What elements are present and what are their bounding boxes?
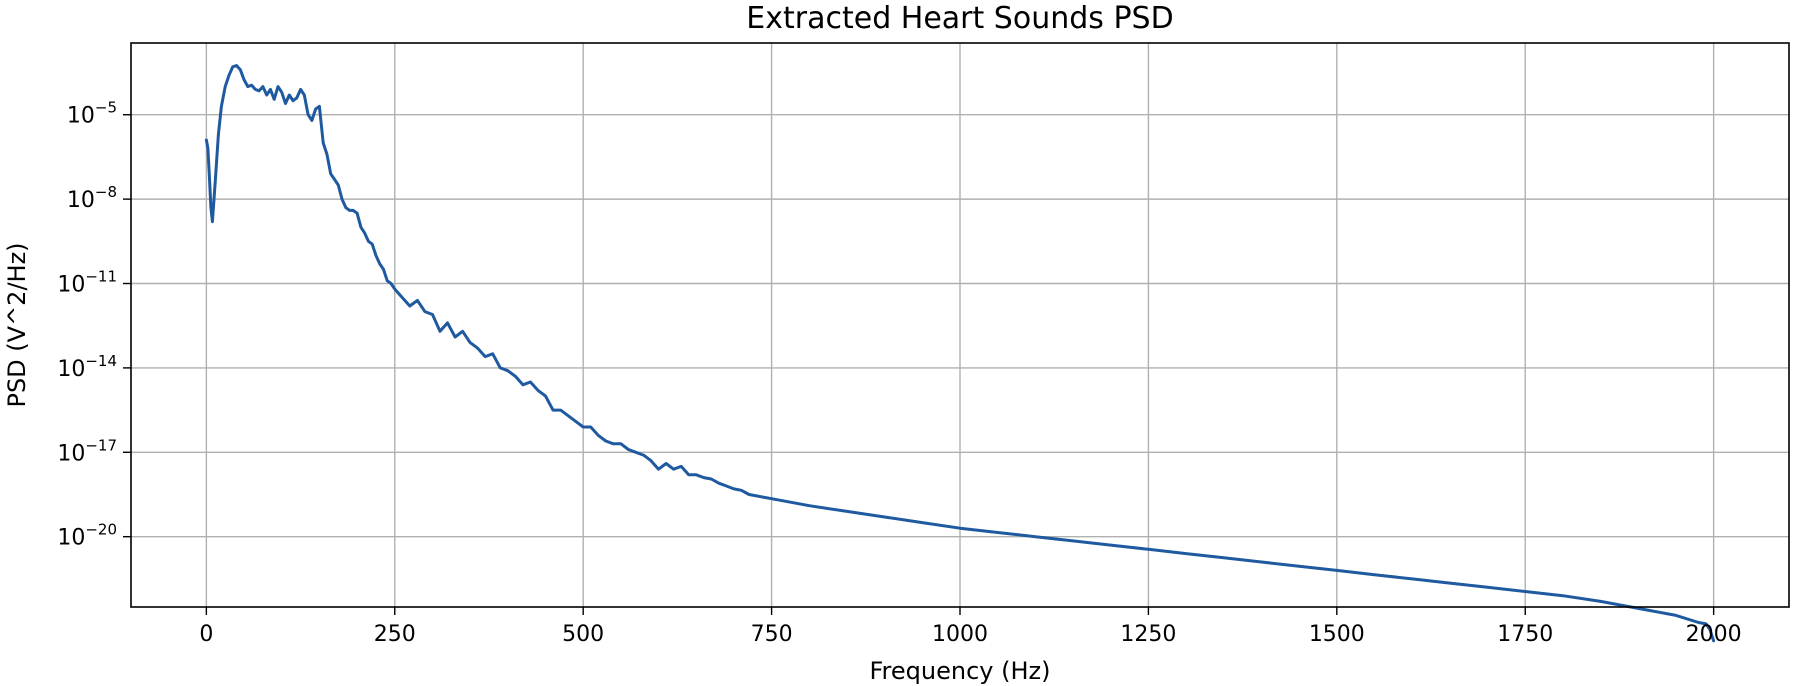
y-tick-label: 10−14: [57, 352, 117, 382]
x-tick-label: 1000: [932, 622, 988, 647]
x-tick-label: 250: [374, 622, 416, 647]
y-tick-label: 10−11: [57, 268, 117, 298]
y-tick-label: 10−5: [67, 99, 117, 129]
x-axis-ticks: 0 250 500 750 1000 1250 1500 1750 2000: [199, 607, 1742, 647]
y-axis-ticks: 10−5 10−8 10−11 10−14 10−17 10−20: [57, 99, 131, 551]
x-tick-label: 2000: [1686, 622, 1742, 647]
x-tick-label: 1500: [1309, 622, 1365, 647]
grid: [131, 43, 1789, 607]
x-axis-label: Frequency (Hz): [870, 657, 1051, 685]
y-tick-label: 10−8: [67, 183, 117, 213]
y-axis-label: PSD (V^2/Hz): [3, 242, 31, 407]
x-tick-label: 1250: [1120, 622, 1176, 647]
x-tick-label: 0: [199, 622, 213, 647]
psd-series-line: [204, 64, 1716, 643]
series-layer: [204, 64, 1716, 643]
x-tick-label: 500: [562, 622, 604, 647]
x-tick-label: 750: [751, 622, 793, 647]
x-tick-label: 1750: [1497, 622, 1553, 647]
y-tick-label: 10−17: [57, 436, 117, 466]
chart-title: Extracted Heart Sounds PSD: [746, 1, 1173, 36]
y-tick-label: 10−20: [57, 521, 117, 551]
